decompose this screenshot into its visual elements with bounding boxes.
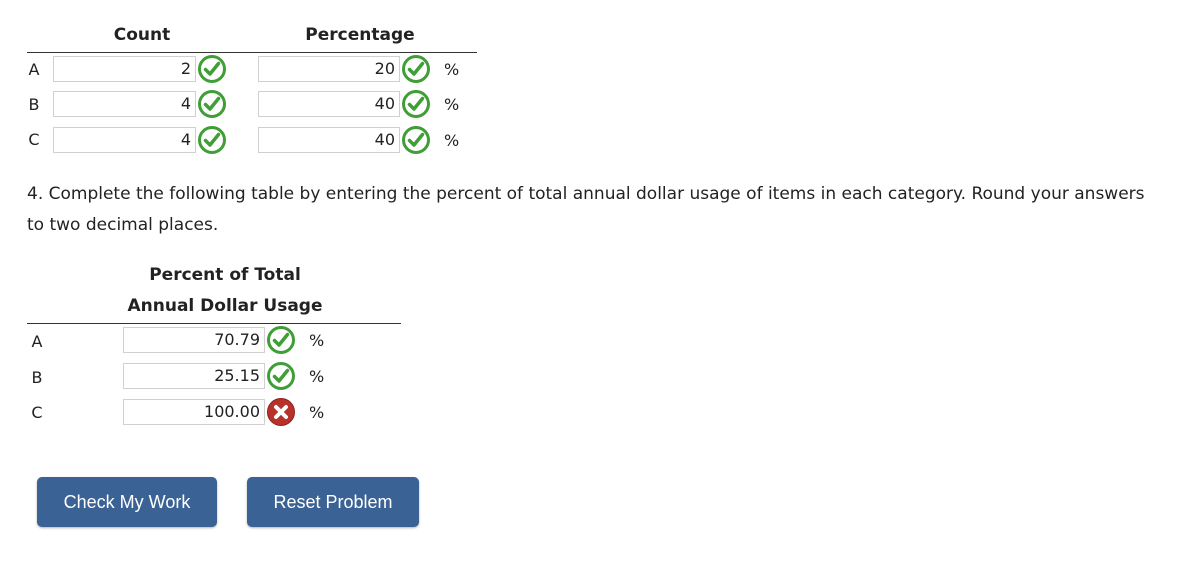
check-my-work-button[interactable]: Check My Work bbox=[37, 477, 217, 527]
header-rule bbox=[27, 52, 477, 53]
unit: % bbox=[309, 403, 325, 422]
row-label: B bbox=[31, 368, 43, 387]
correct-icon bbox=[197, 89, 227, 119]
correct-icon bbox=[197, 125, 227, 155]
column-header: Percent of Total bbox=[149, 265, 301, 285]
count-input[interactable]: 4 bbox=[53, 127, 196, 153]
correct-icon bbox=[266, 325, 296, 355]
column-header: Count bbox=[113, 25, 171, 45]
correct-icon bbox=[197, 54, 227, 84]
correct-icon bbox=[401, 54, 431, 84]
correct-icon bbox=[266, 361, 296, 391]
row-label: A bbox=[28, 60, 40, 79]
unit: % bbox=[309, 331, 325, 350]
row-label: B bbox=[28, 95, 40, 114]
percentage-input[interactable]: 40 bbox=[258, 91, 400, 117]
row-label: C bbox=[31, 403, 43, 422]
reset-problem-button[interactable]: Reset Problem bbox=[247, 477, 419, 527]
incorrect-icon bbox=[266, 397, 296, 427]
correct-icon bbox=[401, 89, 431, 119]
answer-input[interactable]: 70.79 bbox=[123, 327, 265, 353]
unit: % bbox=[444, 95, 460, 114]
unit: % bbox=[444, 131, 460, 150]
percentage-input[interactable]: 40 bbox=[258, 127, 400, 153]
column-header: Annual Dollar Usage bbox=[127, 296, 323, 316]
header-rule bbox=[27, 323, 401, 324]
column-header: Percentage bbox=[305, 25, 415, 45]
row-label: A bbox=[31, 332, 43, 351]
percentage-input[interactable]: 20 bbox=[258, 56, 400, 82]
answer-input[interactable]: 100.00 bbox=[123, 399, 265, 425]
unit: % bbox=[309, 367, 325, 386]
unit: % bbox=[444, 60, 460, 79]
correct-icon bbox=[401, 125, 431, 155]
answer-input[interactable]: 25.15 bbox=[123, 363, 265, 389]
question-text: 4. Complete the following table by enter… bbox=[27, 184, 1145, 235]
count-input[interactable]: 4 bbox=[53, 91, 196, 117]
count-input[interactable]: 2 bbox=[53, 56, 196, 82]
row-label: C bbox=[28, 130, 40, 149]
